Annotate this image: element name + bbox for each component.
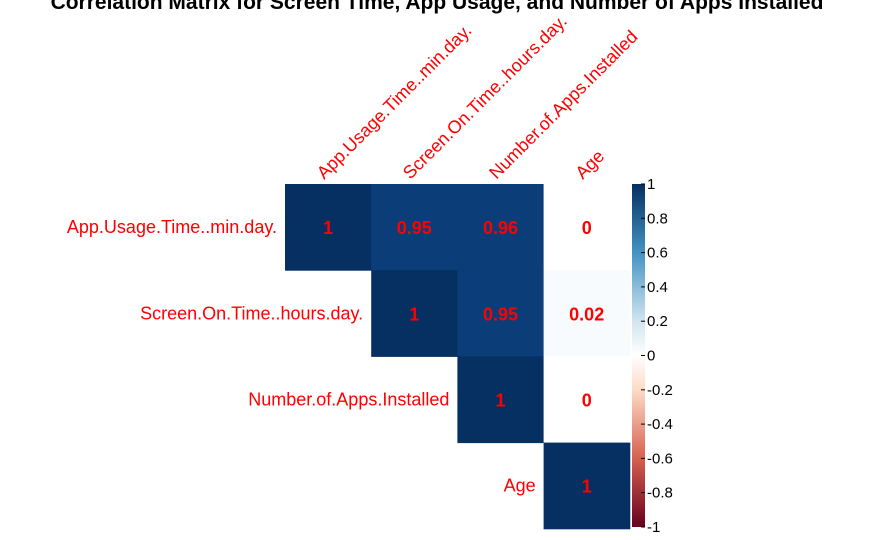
heatmap-cell [543, 184, 631, 271]
colorbar: 1 0.8 0.6 0.4 0.2 0 -0.2 -0.4 -0.6 -0.8 -1 [632, 176, 673, 536]
colorbar-gradient [632, 184, 645, 527]
heatmap-cell [457, 356, 545, 444]
chart-title: Correlation Matrix for Screen Time, App … [51, 0, 824, 14]
column-label: Screen.On.Time..hours.day. [399, 11, 571, 183]
colorbar-tick-label: -0.8 [647, 485, 673, 502]
column-label: Age [571, 146, 608, 183]
colorbar-tick-label: 0.8 [647, 210, 668, 227]
colorbar-tick-label: 0.4 [647, 279, 668, 296]
colorbar-tick-label: 1 [647, 176, 655, 193]
column-label: Number.of.Apps.Installed [485, 26, 641, 182]
column-label: App.Usage.Time..min.day. [313, 20, 476, 183]
heatmap-cell [543, 442, 631, 530]
cell-value-label: 0.95 [483, 304, 518, 324]
colorbar-tick-label: -0.6 [647, 450, 673, 467]
row-label: Screen.On.Time..hours.day. [140, 303, 363, 323]
cell-value-label: 0 [582, 391, 592, 411]
heatmap-cell [285, 184, 372, 271]
colorbar-tick-label: 0 [647, 348, 655, 365]
cell-value-label: 0.02 [569, 304, 604, 324]
cell-value-label: 1 [409, 304, 419, 324]
colorbar-tick-label: -1 [647, 519, 660, 536]
heatmap-cell [371, 184, 458, 271]
heatmap-cells: 1 0.95 0.96 0 1 0.95 0.02 1 0 1 [285, 184, 631, 530]
cell-value-label: 0.96 [483, 218, 518, 238]
cell-value-label: 1 [323, 218, 333, 238]
row-label: Number.of.Apps.Installed [248, 390, 449, 410]
colorbar-tick-label: -0.4 [647, 416, 673, 433]
heatmap-cell [457, 270, 545, 357]
cell-value-label: 0.95 [397, 218, 432, 238]
cell-value-label: 0 [582, 218, 592, 238]
colorbar-tick-label: 0.6 [647, 245, 668, 262]
row-labels: App.Usage.Time..min.day. Screen.On.Time..… [67, 217, 536, 496]
heatmap-cell [457, 184, 545, 271]
heatmap-cell [543, 270, 631, 357]
colorbar-tick-label: 0.2 [647, 313, 668, 330]
row-label: Age [504, 476, 536, 496]
cell-value-label: 1 [582, 477, 592, 497]
heatmap-cell [543, 356, 631, 444]
column-labels: App.Usage.Time..min.day.Screen.On.Time..… [313, 11, 642, 183]
cell-value-label: 1 [495, 391, 505, 411]
colorbar-tick-label: -0.2 [647, 382, 673, 399]
heatmap-cell [371, 270, 458, 357]
row-label: App.Usage.Time..min.day. [67, 217, 277, 237]
